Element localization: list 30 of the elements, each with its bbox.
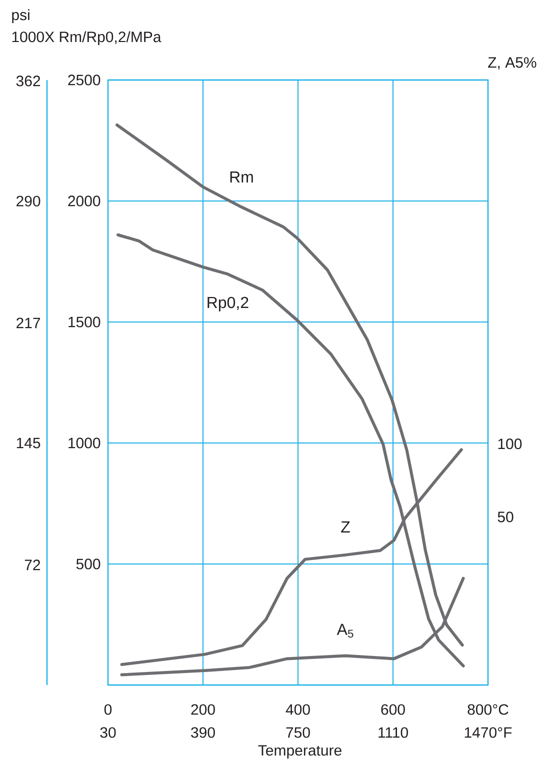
y-tick-label: 500	[76, 558, 100, 570]
y3-axis-title: psi	[12, 9, 30, 24]
series-label: Rp0,2	[208, 296, 248, 312]
series-label: A$_{5}$	[336, 624, 354, 638]
x-axis-title: Temperature	[258, 745, 342, 759]
y-tick-label: 1000	[68, 438, 100, 448]
y2-axis-title: Z, A5%	[488, 57, 536, 70]
x2-tick-label: 390	[191, 727, 215, 738]
y3-tick-label: 72	[24, 560, 40, 570]
series-label: Rm	[230, 172, 253, 183]
y-tick-label: 1500	[68, 316, 100, 328]
x-tick-label: 0	[104, 704, 112, 715]
x-tick-label: 200	[191, 704, 215, 715]
y2-tick-label: 100	[498, 438, 522, 450]
x2-tick-label: 30	[100, 727, 116, 738]
x2-tick-label: 750	[286, 727, 310, 738]
y-axis-title: 1000X Rm/Rp0,2/MPa	[12, 31, 162, 46]
y2-tick-label: 50	[498, 512, 514, 522]
y3-tick-label: 290	[16, 196, 40, 206]
series-label: Z	[341, 521, 350, 532]
y-tick-label: 2500	[68, 74, 100, 86]
x2-tick-label: 1110	[378, 727, 408, 738]
x2-tick-label: 1470°F	[464, 727, 512, 738]
y3-tick-label: 145	[16, 438, 40, 448]
x-tick-label: 600	[381, 704, 405, 715]
y-tick-label: 2000	[68, 196, 100, 206]
x-tick-label: 400	[286, 704, 310, 715]
x-tick-label: 800°C	[468, 704, 508, 715]
y3-tick-label: 217	[16, 318, 40, 328]
y3-tick-label: 362	[16, 76, 40, 86]
